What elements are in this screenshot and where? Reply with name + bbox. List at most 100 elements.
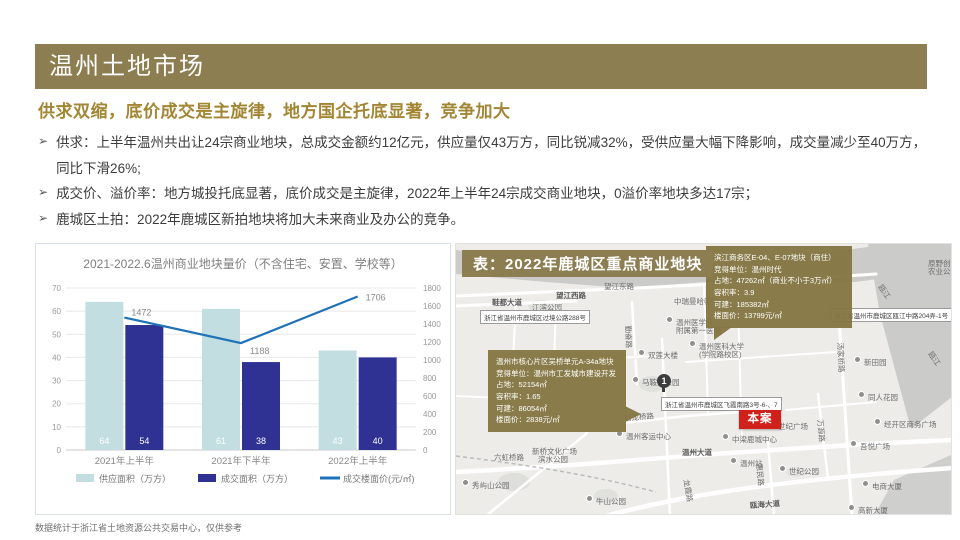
line-value-label: 1706 (366, 292, 386, 302)
right-axis-tick: 800 (423, 374, 437, 383)
legend-label: 供应面积（万方） (99, 473, 171, 484)
land-parcel-callout-wuqiao: 温州市核心片区吴桥单元A-34a地块 竞得单位：温州市工发城市建设开发 占地：521… (488, 350, 641, 432)
callout-lines: 滨江商务区E-04、E-07地块（商住） 竞得单位：温州时代占地：47262㎡（商… (714, 252, 844, 322)
left-axis-tick: 30 (52, 377, 61, 386)
poi-icon (779, 465, 786, 472)
map-label: 秀屿山公园 (472, 481, 510, 490)
callout-line: 占地：52154㎡ (496, 380, 547, 390)
left-axis-tick: 20 (52, 400, 61, 409)
map-label: 新桥文化广场 (532, 447, 577, 456)
map-label: 世纪公园 (789, 467, 819, 476)
poi-icon (854, 356, 861, 363)
land-parcel-callout-binjiang: 滨江商务区E-04、E-07地块（商住） 竞得单位：温州时代占地：47262㎡（商… (706, 246, 852, 340)
callout-line: 竞得单位：温州时代 (714, 264, 782, 274)
poi-icon (850, 440, 857, 447)
callout-line: 楼面价：13799元/㎡ (714, 311, 782, 321)
callout-tail (714, 326, 732, 340)
map-label: 吾悦广场 (860, 442, 890, 451)
river-shape (868, 244, 951, 429)
bullet-item: ➢ 成交价、溢价率：地方城投托底显著，底价成交是主旋律，2022年上半年24宗成交… (38, 181, 938, 207)
bar-value-label: 40 (373, 436, 383, 446)
map-label: 六虹桥路 (494, 453, 524, 462)
left-axis-tick: 0 (57, 446, 62, 455)
bar-supply (318, 350, 357, 450)
poi-icon (874, 418, 881, 425)
callout-line: 滨江商务区E-04、E-07地块（商住） (714, 253, 836, 262)
right-axis-tick: 0 (423, 446, 428, 455)
callout-line: 容积率：1.65 (496, 391, 541, 401)
callout-line: 容积率：3.9 (714, 287, 755, 297)
poi-icon (858, 391, 865, 398)
legend-swatch (76, 474, 94, 482)
map-label: 望江东路 (604, 282, 634, 291)
map-label: 世纪广场 (778, 422, 808, 431)
map-label: 温州医学院 (676, 318, 714, 327)
right-axis-tick: 1600 (423, 302, 441, 311)
line-value-label: 1472 (131, 308, 151, 318)
map-label: 江滨公园 (532, 303, 562, 312)
map-label: 牛山公园 (596, 497, 626, 506)
bullet-item: ➢ 鹿城区土拍：2022年鹿城区新拍地块将加大未来商业及办公的竞争。 (38, 207, 938, 233)
map-label: 万源路 (815, 419, 827, 443)
map-label: 农业公园 (928, 267, 951, 276)
map-label: 鞋都大道 (492, 298, 522, 307)
poi-icon (666, 316, 673, 323)
map-address-chip: 浙江省温州市鹿城区过境公路288号 (480, 310, 590, 324)
right-axis-tick: 1400 (423, 320, 441, 329)
poi-icon (689, 340, 696, 347)
callout-line: 占地：47262㎡（商业不小于3万㎡） (714, 276, 837, 286)
bullet-marker-icon: ➢ (38, 185, 49, 200)
callout-line: 楼面价：2838元/㎡ (496, 415, 560, 425)
poi-icon (586, 495, 593, 502)
bar-value-label: 64 (99, 436, 109, 446)
map-label: 中瑞曼哈顿 (674, 297, 712, 306)
bullet-text: 鹿城区土拍：2022年鹿城区新拍地块将加大未来商业及办公的竞争。 (56, 211, 465, 227)
map-label: 双莲大楼 (648, 351, 678, 360)
callout-lines: 温州市核心片区吴桥单元A-34a地块 竞得单位：温州市工发城市建设开发 占地：521… (496, 356, 618, 426)
left-axis-tick: 40 (52, 353, 61, 362)
line-value-label: 1188 (250, 346, 269, 356)
map-label: 温州站 (740, 459, 763, 468)
poi-icon (848, 504, 855, 511)
right-axis-tick: 1800 (423, 284, 441, 293)
chart-panel: 2021-2022.6温州商业地块量价（不含住宅、安置、学校等） 0 10 20 30… (35, 243, 451, 515)
bullet-text: 供求：上半年温州共出让24宗商业地块，总成交金额约12亿元，供应量仅43万方，同… (56, 135, 927, 176)
map-label: 望江西路 (556, 291, 586, 300)
map-label: 同人花园 (868, 393, 898, 402)
map-label: 高新大厦 (858, 506, 888, 515)
right-axis-tick: 1000 (423, 356, 441, 365)
price-line (124, 295, 359, 345)
map-label: 温州大道 (682, 448, 712, 457)
right-axis-tick: 200 (423, 428, 437, 437)
bar-value-label: 43 (333, 436, 343, 446)
x-category-label: 2021年上半年 (95, 455, 155, 467)
chart-title: 2021-2022.6温州商业地块量价（不含住宅、安置、学校等） (83, 257, 403, 271)
bullet-list: ➢ 供求：上半年温州共出让24宗商业地块，总成交金额约12亿元，供应量仅43万方，… (38, 130, 938, 233)
bar-deal (125, 325, 164, 450)
map-label: 温州医科大学 (699, 342, 744, 351)
map-label: 附属第一医院 (676, 326, 721, 335)
bar-deal (242, 362, 280, 450)
x-category-label: 2021年下半年 (211, 455, 271, 467)
slide-subtitle: 供求双缩，底价成交是主旋律，地方国企托底显著，竞争加大 (38, 102, 511, 121)
map-label: 电商大厦 (872, 482, 902, 491)
callout-line: 温州市核心片区吴桥单元A-34a地块 (496, 357, 614, 366)
left-axis-tick: 60 (52, 307, 61, 316)
legend-swatch (198, 474, 216, 482)
site-badge: 本案 (739, 410, 781, 429)
map-label: 汤家桥路 (835, 342, 847, 373)
map-panel: 表：2022年鹿城区重点商业地块 东瓯大桥鞋都大道江滨公园望江西路望江东路瓯江瓯… (455, 243, 952, 515)
map-label: 新田园 (864, 358, 887, 367)
map-label: 惠民路 (754, 463, 766, 487)
poi-icon (862, 480, 869, 487)
bar-supply (85, 301, 124, 450)
poi-icon (638, 349, 645, 356)
x-category-label: 2022年上半年 (328, 455, 388, 467)
map-label: 中梁鹿城中心 (732, 435, 777, 444)
bullet-item: ➢ 供求：上半年温州共出让24宗商业地块，总成交金额约12亿元，供应量仅43万方，… (38, 130, 938, 181)
bullet-text: 成交价、溢价率：地方城投托底显著，底价成交是主旋律，2022年上半年24宗成交商… (56, 186, 759, 202)
map-table-title: 表：2022年鹿城区重点商业地块 (462, 250, 714, 277)
callout-line: 可建：86054㎡ (496, 403, 547, 413)
map-label: 原野创意 (928, 259, 951, 268)
